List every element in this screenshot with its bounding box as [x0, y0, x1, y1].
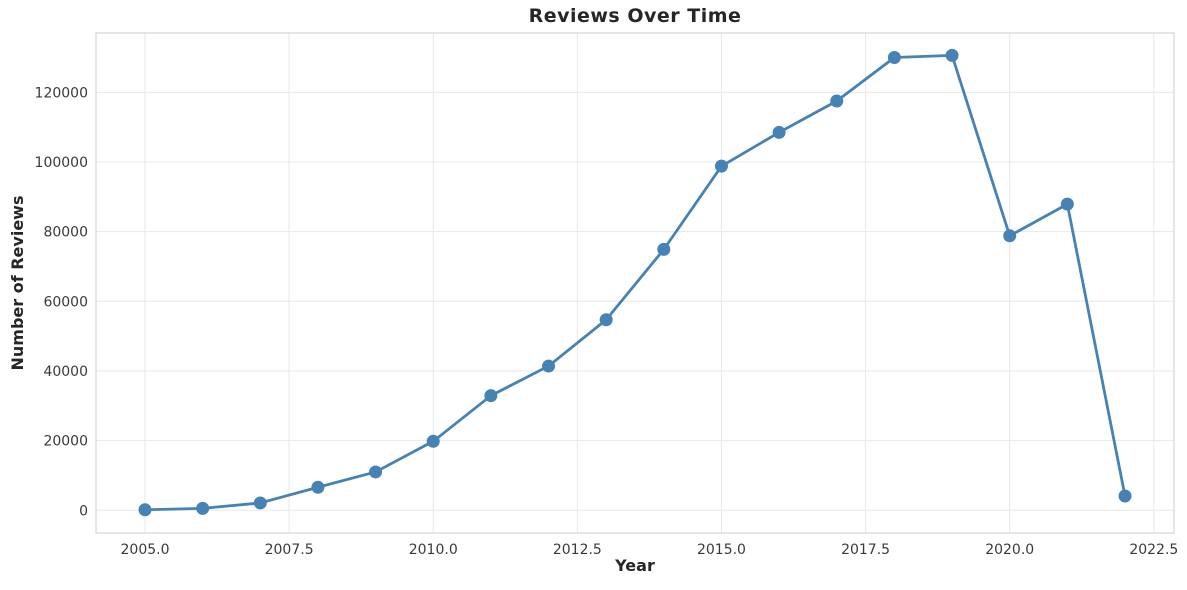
plot-border — [95, 32, 1175, 534]
data-point-marker — [887, 50, 901, 64]
x-tick-label: 2007.5 — [265, 542, 314, 558]
chart-title: Reviews Over Time — [528, 5, 742, 27]
data-point-marker — [830, 94, 844, 108]
y-tick-label: 40000 — [43, 364, 88, 380]
x-tick-label: 2017.5 — [841, 542, 890, 558]
data-point-marker — [196, 501, 210, 515]
data-point-marker — [138, 503, 152, 517]
y-tick-label: 20000 — [43, 434, 88, 450]
y-tick-label: 80000 — [43, 225, 88, 241]
y-tick-label: 0 — [79, 503, 88, 519]
y-tick-label: 100000 — [35, 155, 88, 171]
y-tick-label: 120000 — [35, 85, 88, 101]
data-point-marker — [311, 480, 325, 494]
data-point-marker — [945, 48, 959, 62]
x-tick-label: 2022.5 — [1129, 542, 1178, 558]
data-point-marker — [542, 359, 556, 373]
data-point-marker — [599, 313, 613, 327]
data-point-marker — [714, 159, 728, 173]
data-point-marker — [369, 465, 383, 479]
x-tick-label: 2020.0 — [985, 542, 1034, 558]
y-tick-label: 60000 — [43, 294, 88, 310]
x-tick-label: 2010.0 — [409, 542, 458, 558]
data-point-marker — [1060, 197, 1074, 211]
x-tick-label: 2012.5 — [553, 542, 602, 558]
data-point-marker — [772, 125, 786, 139]
data-point-marker — [484, 389, 498, 403]
data-point-marker — [657, 242, 671, 256]
x-axis-label: Year — [615, 556, 655, 575]
data-point-marker — [253, 496, 267, 510]
x-tick-label: 2005.0 — [121, 542, 170, 558]
data-point-marker — [1003, 229, 1017, 243]
data-point-marker — [426, 434, 440, 448]
series-line-reviews — [143, 53, 1127, 512]
data-point-marker — [1118, 489, 1132, 503]
x-tick-label: 2015.0 — [697, 542, 746, 558]
